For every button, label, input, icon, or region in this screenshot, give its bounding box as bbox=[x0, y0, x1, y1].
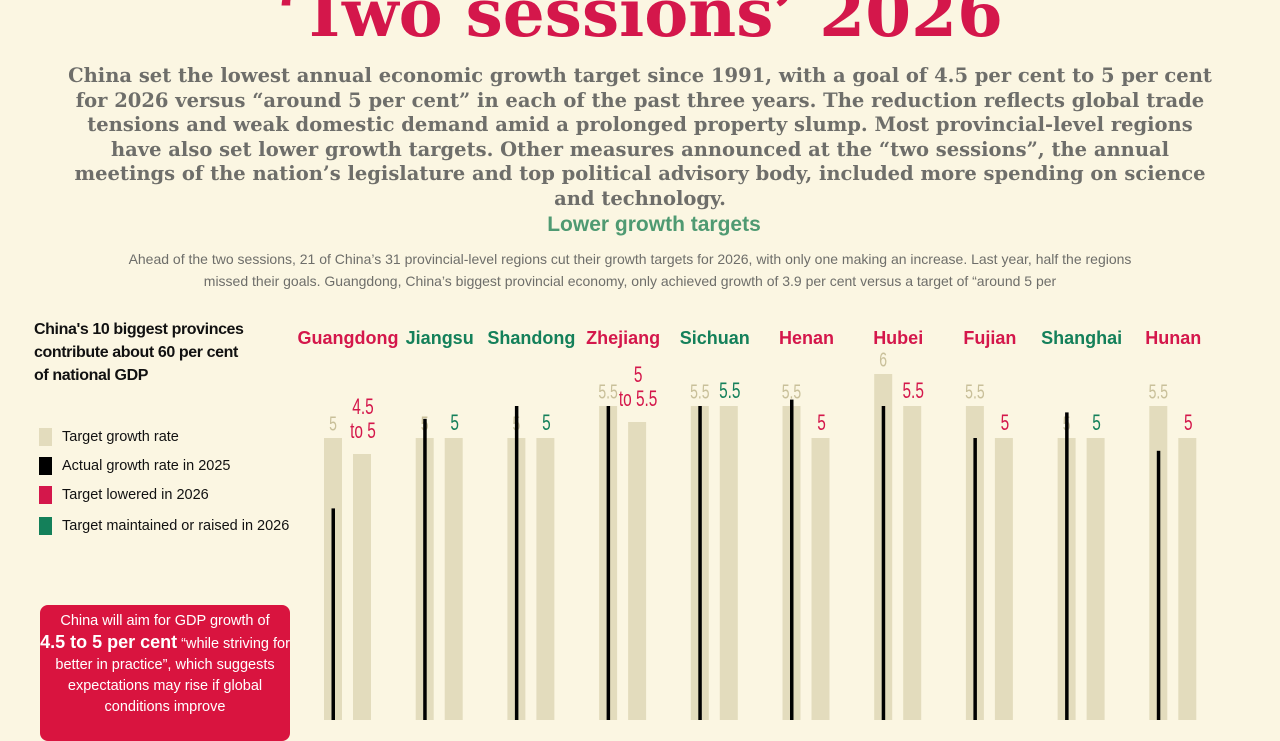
legend-label: Actual growth rate in 2025 bbox=[62, 458, 230, 474]
callout-text: China will aim for GDP growth of bbox=[60, 613, 270, 629]
target-2026-label: 5 to 5.5 bbox=[619, 363, 657, 411]
target-2026-label: 5 bbox=[450, 411, 459, 435]
target-2025-label: 5.5 bbox=[1149, 380, 1168, 403]
chart: Target growth rate Actual growth rate in … bbox=[39, 328, 1201, 720]
target-2026-label: 5 bbox=[1001, 411, 1010, 435]
category-label: Shanghai bbox=[1041, 328, 1122, 348]
target-2026-bar bbox=[811, 438, 830, 720]
target-2026-label: 4.5 to 5 bbox=[350, 395, 376, 443]
callout-text: “while striving for better in practice”,… bbox=[55, 636, 290, 715]
legend-label: Target growth rate bbox=[62, 429, 179, 445]
actual-2025-line bbox=[881, 406, 886, 720]
legend-swatch bbox=[39, 486, 52, 504]
panel-note: China's 10 biggest provinces contribute … bbox=[34, 321, 244, 384]
category-label: Guangdong bbox=[298, 328, 399, 348]
target-2025-label: 5.5 bbox=[965, 380, 984, 403]
category-label: Shandong bbox=[487, 328, 575, 348]
target-2026-label: 5 bbox=[1184, 411, 1193, 435]
target-2026-label: 5 bbox=[817, 411, 826, 435]
callout-highlight: 4.5 to 5 per cent bbox=[40, 632, 178, 652]
target-2026-label: 5 bbox=[1092, 411, 1101, 435]
target-2026-bar bbox=[1178, 438, 1197, 720]
actual-2025-line bbox=[1156, 450, 1161, 720]
actual-2025-line bbox=[973, 438, 977, 720]
category-label: Sichuan bbox=[680, 328, 750, 348]
target-2025-label: 6 bbox=[879, 348, 887, 371]
target-2025-label: 5 bbox=[329, 412, 337, 435]
category-label: Henan bbox=[779, 328, 834, 348]
intro: China set the lowest annual economic gro… bbox=[68, 64, 1212, 210]
actual-2025-line bbox=[606, 406, 611, 720]
target-2026-label: 5.5 bbox=[903, 379, 924, 403]
actual-2025-line bbox=[698, 406, 702, 720]
target-2026-label: 5.5 bbox=[719, 379, 740, 403]
target-2026-bar bbox=[628, 422, 647, 720]
chart-title: Lower growth targets bbox=[547, 213, 761, 236]
category-label: Zhejiang bbox=[586, 328, 660, 348]
actual-2025-line bbox=[514, 406, 519, 720]
target-2026-bar bbox=[353, 454, 371, 720]
chart-subtitle: Ahead of the two sessions, 21 of China’s… bbox=[128, 251, 1132, 289]
callout: China will aim for GDP growth of 4.5 to … bbox=[40, 605, 290, 741]
legend-swatch bbox=[39, 517, 52, 535]
actual-2025-line bbox=[423, 418, 427, 720]
target-2025-label: 5.5 bbox=[782, 380, 801, 403]
page-title: ‘Two sessions’ 2026 bbox=[277, 0, 1003, 52]
actual-2025-line bbox=[1065, 412, 1069, 720]
legend-label: Target maintained or raised in 2026 bbox=[62, 518, 289, 534]
legend-swatch bbox=[39, 457, 52, 475]
target-2026-bar bbox=[444, 438, 463, 720]
target-2025-label: 5.5 bbox=[598, 380, 617, 403]
target-2026-bar bbox=[994, 438, 1013, 720]
actual-2025-line bbox=[331, 508, 335, 720]
target-2026-bar bbox=[719, 406, 738, 720]
category-label: Hubei bbox=[873, 328, 923, 348]
target-2026-bar bbox=[536, 438, 555, 720]
target-2025-label: 5.5 bbox=[690, 380, 709, 403]
target-2026-label: 5 bbox=[542, 411, 551, 435]
page: ‘Two sessions’ 2026 China set the lowest… bbox=[34, 0, 1212, 741]
target-2026-bar bbox=[903, 406, 922, 720]
category-label: Hunan bbox=[1145, 328, 1201, 348]
category-label: Fujian bbox=[963, 328, 1016, 348]
legend-label: Target lowered in 2026 bbox=[62, 487, 209, 503]
legend-swatch bbox=[39, 428, 52, 446]
actual-2025-line bbox=[790, 399, 794, 720]
category-label: Jiangsu bbox=[406, 328, 474, 348]
target-2026-bar bbox=[1086, 438, 1105, 720]
